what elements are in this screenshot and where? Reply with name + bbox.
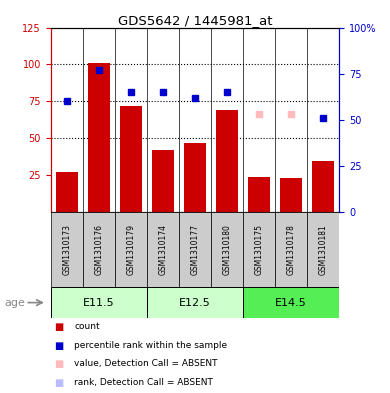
Bar [216,110,238,212]
Text: GDS5642 / 1445981_at: GDS5642 / 1445981_at [118,14,272,27]
Text: GSM1310181: GSM1310181 [319,224,328,275]
Bar [88,63,110,212]
Text: GSM1310174: GSM1310174 [158,224,167,275]
Bar [51,287,147,318]
Bar [243,212,275,287]
Text: GSM1310175: GSM1310175 [255,224,264,275]
Bar [55,172,78,212]
Bar [179,212,211,287]
Bar [312,160,335,212]
Bar [275,212,307,287]
Bar [120,106,142,212]
Text: value, Detection Call = ABSENT: value, Detection Call = ABSENT [74,359,218,368]
Text: ■: ■ [55,322,64,332]
Text: ■: ■ [55,378,64,387]
Bar [280,178,302,212]
Bar [243,287,339,318]
Bar [83,212,115,287]
Bar [248,177,270,212]
Bar [147,212,179,287]
Text: GSM1310178: GSM1310178 [287,224,296,275]
Text: rank, Detection Call = ABSENT: rank, Detection Call = ABSENT [74,378,213,387]
Bar [152,150,174,212]
Text: GSM1310173: GSM1310173 [62,224,71,275]
Text: percentile rank within the sample: percentile rank within the sample [74,341,227,350]
Bar [211,212,243,287]
Text: age: age [4,298,25,308]
Bar [51,212,83,287]
Text: GSM1310176: GSM1310176 [94,224,103,275]
Bar [115,212,147,287]
Text: E11.5: E11.5 [83,298,115,308]
Text: GSM1310179: GSM1310179 [126,224,135,275]
Text: count: count [74,322,100,331]
Text: ■: ■ [55,341,64,351]
Bar [147,287,243,318]
Text: E12.5: E12.5 [179,298,211,308]
Bar [184,143,206,212]
Text: GSM1310180: GSM1310180 [223,224,232,275]
Text: ■: ■ [55,359,64,369]
Text: E14.5: E14.5 [275,298,307,308]
Bar [307,212,339,287]
Text: GSM1310177: GSM1310177 [190,224,200,275]
